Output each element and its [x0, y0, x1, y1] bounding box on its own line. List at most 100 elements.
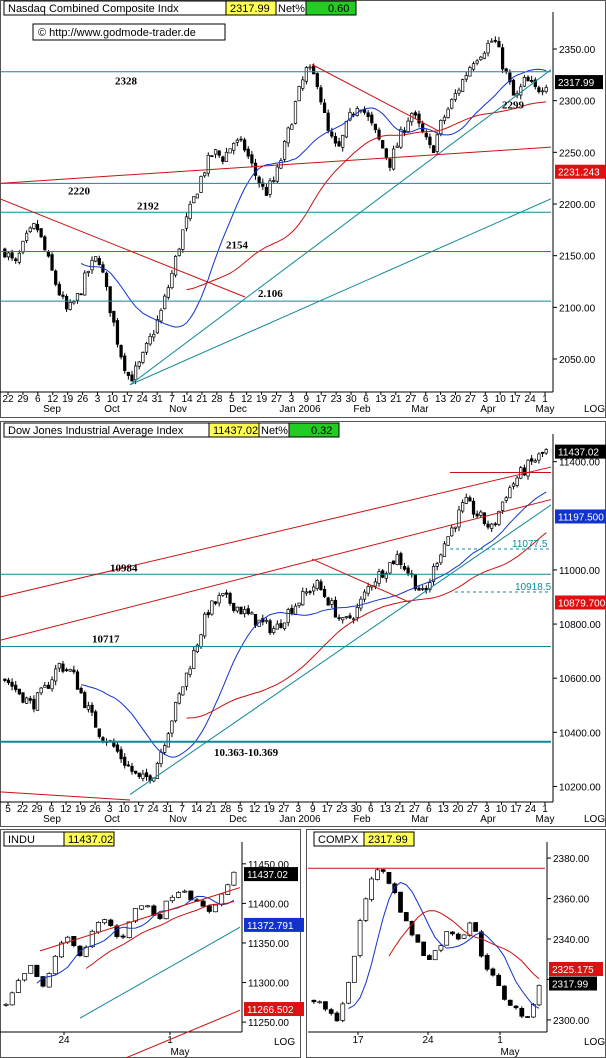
nasdaq-candle [322, 102, 327, 114]
indu-candle [231, 871, 237, 886]
nasdaq-candle [362, 109, 367, 113]
dow-candle [486, 523, 490, 528]
dow-level-10363: 10.363-10.369 [214, 747, 279, 759]
nasdaq-xtick: 28 [211, 394, 223, 405]
dow-candle [540, 451, 545, 454]
dow-ma-blue-line [81, 491, 547, 758]
dow-candles [3, 448, 548, 784]
dow-candle [326, 597, 330, 606]
dow-candle [203, 613, 207, 637]
dow-xtick: 31 [162, 804, 174, 815]
dow-ytick-label: 10400.00 [559, 728, 601, 739]
nasdaq-candle [130, 374, 134, 382]
nasdaq-candle [290, 124, 294, 130]
nasdaq-candle [424, 132, 428, 138]
dow-candle [39, 687, 43, 694]
indu-candle [126, 921, 132, 938]
compx-candle [432, 950, 438, 961]
dow-candle [453, 526, 457, 529]
dow-candle [232, 602, 236, 611]
dow-month-label: Dec [229, 814, 247, 825]
nasdaq-candle [519, 86, 523, 96]
dow-xtick: 17 [133, 804, 145, 815]
compx-candle [328, 1009, 334, 1014]
dow-xtick: 7 [179, 804, 185, 815]
indu-candle [95, 922, 101, 933]
nasdaq-candle [257, 176, 261, 185]
nasdaq-candle [192, 196, 196, 204]
dow-candle [90, 704, 94, 713]
indu-candle [22, 973, 28, 981]
indu-ytick-label: 11350.00 [248, 939, 289, 950]
nasdaq-xtick: 19 [62, 394, 74, 405]
dow-xtick: 21 [394, 804, 406, 815]
dow-net-label: Net% [261, 425, 288, 437]
nasdaq-candle [79, 293, 83, 296]
dow-candle [435, 563, 439, 567]
dow-value-tag-label: 11197.500 [558, 512, 604, 523]
compx-price: 2317.99 [368, 834, 408, 846]
compx-candle [507, 999, 513, 1006]
dow-candle [530, 458, 534, 462]
dow-downtrend-line [311, 558, 411, 603]
dow-candle [515, 477, 519, 486]
nasdaq-candle [246, 148, 250, 157]
compx-candle [323, 1001, 328, 1010]
nasdaq-xtick: 24 [137, 394, 149, 405]
compx-xtick: 1 [497, 1035, 503, 1046]
nasdaq-candle [24, 232, 29, 241]
indu-candle [145, 905, 151, 908]
compx-candle [375, 869, 380, 880]
nasdaq-xtick: 17 [316, 394, 328, 405]
dow-candle [442, 543, 447, 557]
nasdaq-candle [442, 116, 447, 122]
nasdaq-candle [64, 296, 69, 310]
nasdaq-xtick: 27 [465, 394, 477, 405]
dow-candle [46, 684, 51, 689]
dow-candle [475, 513, 479, 517]
nasdaq-xtick: 1 [542, 394, 548, 405]
nasdaq-candle [239, 138, 243, 141]
dow-xtick: 1 [542, 804, 548, 815]
dow-candle [290, 607, 294, 614]
dow-candle [79, 687, 83, 694]
dow-candle [221, 593, 225, 596]
dow-candle [3, 678, 7, 681]
dow-month-label: Apr [480, 814, 496, 825]
nasdaq-xtick: 19 [256, 394, 268, 405]
dow-candle [64, 669, 69, 671]
nasdaq-level-2299: 2299 [502, 100, 525, 112]
dow-level-10918: 10918.5 [515, 582, 552, 593]
nasdaq-candle [50, 254, 54, 271]
dow-xtick: 29 [31, 804, 43, 815]
compx-candle [461, 934, 467, 939]
dow-candle [490, 523, 494, 529]
compx-candle [415, 934, 421, 943]
nasdaq-candle [90, 259, 94, 271]
dow-candle [319, 581, 323, 591]
dow-value-tag-label: 10879.700 [558, 598, 606, 609]
indu-candle [139, 905, 145, 910]
nasdaq-candle [537, 87, 541, 93]
nasdaq-candle [21, 240, 25, 253]
nasdaq-candle [511, 79, 516, 96]
nasdaq-month-label: Jan 2006 [279, 404, 321, 415]
dow-month-label: Feb [353, 814, 371, 825]
nasdaq-xtick: 10 [495, 394, 507, 405]
nasdaq-candle [181, 229, 185, 250]
dow-xtick: 24 [525, 804, 537, 815]
nasdaq-candle [326, 112, 330, 131]
indu-candle [52, 955, 58, 975]
dow-candle [28, 698, 32, 701]
compx-candle [525, 1016, 530, 1018]
dow-xtick: 14 [191, 804, 203, 815]
nasdaq-candle [133, 365, 138, 381]
dow-xtick: 30 [351, 804, 363, 815]
dow-xtick: 6 [49, 804, 55, 815]
dow-candle [479, 511, 483, 516]
dow-panel-border [0, 421, 606, 827]
indu-candle [3, 1003, 9, 1006]
dow-candle [391, 560, 396, 565]
nasdaq-value-tag-label: 2231.243 [558, 168, 600, 179]
